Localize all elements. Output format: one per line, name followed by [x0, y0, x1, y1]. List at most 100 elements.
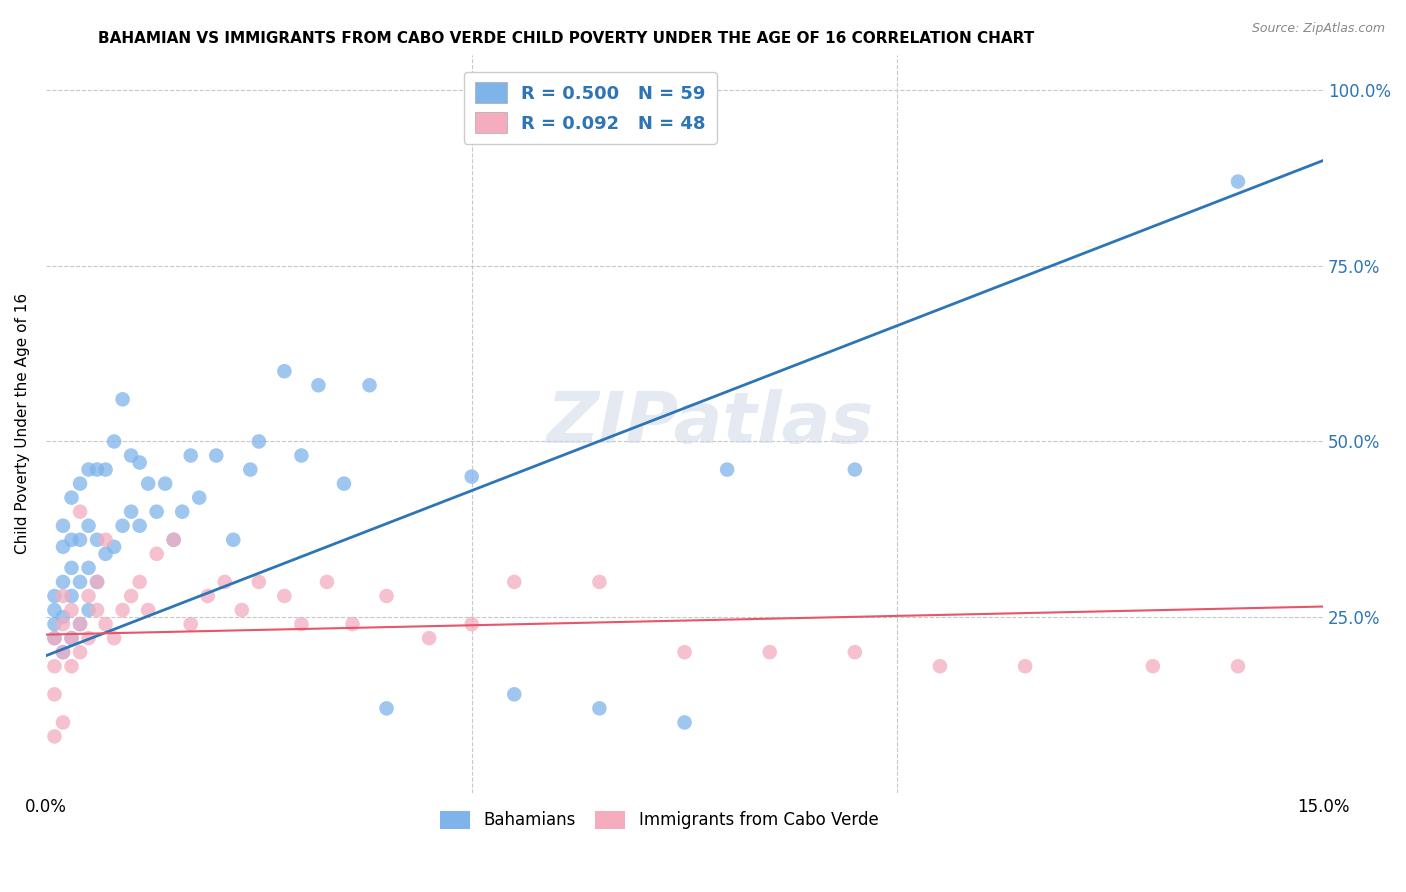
Point — [77, 518, 100, 533]
Text: BAHAMIAN VS IMMIGRANTS FROM CABO VERDE CHILD POVERTY UNDER THE AGE OF 16 CORRELA: BAHAMIAN VS IMMIGRANTS FROM CABO VERDE C… — [98, 31, 1035, 46]
Point — [333, 476, 356, 491]
Point — [111, 518, 134, 533]
Point — [673, 645, 696, 659]
Point — [716, 462, 738, 476]
Point — [1142, 659, 1164, 673]
Point — [60, 603, 83, 617]
Point — [673, 715, 696, 730]
Point — [77, 603, 100, 617]
Point — [60, 491, 83, 505]
Point — [1227, 659, 1250, 673]
Point — [418, 631, 440, 645]
Point — [247, 434, 270, 449]
Point — [375, 589, 398, 603]
Point — [44, 659, 66, 673]
Point — [69, 617, 91, 632]
Point — [69, 617, 91, 632]
Point — [929, 659, 952, 673]
Point — [60, 631, 83, 645]
Point — [239, 462, 262, 476]
Point — [290, 449, 312, 463]
Point — [307, 378, 329, 392]
Point — [60, 659, 83, 673]
Point — [153, 476, 176, 491]
Point — [52, 715, 75, 730]
Y-axis label: Child Poverty Under the Age of 16: Child Poverty Under the Age of 16 — [15, 293, 30, 555]
Point — [163, 533, 186, 547]
Point — [1227, 175, 1250, 189]
Point — [86, 574, 108, 589]
Point — [52, 574, 75, 589]
Point — [111, 392, 134, 407]
Point — [103, 434, 125, 449]
Point — [69, 476, 91, 491]
Text: Source: ZipAtlas.com: Source: ZipAtlas.com — [1251, 22, 1385, 36]
Point — [163, 533, 186, 547]
Point — [44, 603, 66, 617]
Point — [52, 589, 75, 603]
Point — [758, 645, 780, 659]
Point — [342, 617, 364, 632]
Point — [94, 617, 117, 632]
Point — [44, 617, 66, 632]
Point — [52, 617, 75, 632]
Point — [844, 645, 866, 659]
Point — [120, 505, 142, 519]
Point — [86, 462, 108, 476]
Point — [77, 589, 100, 603]
Point — [52, 645, 75, 659]
Point — [69, 505, 91, 519]
Point — [460, 469, 482, 483]
Point — [44, 687, 66, 701]
Point — [172, 505, 194, 519]
Point — [86, 603, 108, 617]
Point — [460, 617, 482, 632]
Point — [222, 533, 245, 547]
Point — [503, 687, 526, 701]
Point — [52, 540, 75, 554]
Point — [180, 617, 202, 632]
Point — [103, 540, 125, 554]
Point — [69, 574, 91, 589]
Point — [86, 574, 108, 589]
Point — [69, 645, 91, 659]
Point — [103, 631, 125, 645]
Point — [844, 462, 866, 476]
Point — [69, 533, 91, 547]
Point — [44, 730, 66, 744]
Point — [128, 518, 150, 533]
Point — [94, 533, 117, 547]
Point — [120, 449, 142, 463]
Point — [120, 589, 142, 603]
Point — [77, 462, 100, 476]
Point — [1014, 659, 1036, 673]
Point — [503, 574, 526, 589]
Point — [247, 574, 270, 589]
Point — [359, 378, 381, 392]
Point — [60, 561, 83, 575]
Point — [273, 589, 295, 603]
Point — [60, 589, 83, 603]
Point — [60, 631, 83, 645]
Point — [60, 533, 83, 547]
Point — [52, 610, 75, 624]
Point — [128, 574, 150, 589]
Point — [145, 547, 167, 561]
Point — [136, 603, 159, 617]
Point — [205, 449, 228, 463]
Point — [94, 462, 117, 476]
Point — [44, 631, 66, 645]
Point — [136, 476, 159, 491]
Point — [231, 603, 253, 617]
Point — [375, 701, 398, 715]
Point — [588, 574, 610, 589]
Point — [316, 574, 339, 589]
Point — [86, 533, 108, 547]
Point — [94, 547, 117, 561]
Point — [180, 449, 202, 463]
Legend: Bahamians, Immigrants from Cabo Verde: Bahamians, Immigrants from Cabo Verde — [433, 804, 884, 836]
Point — [111, 603, 134, 617]
Point — [588, 701, 610, 715]
Point — [77, 631, 100, 645]
Point — [52, 645, 75, 659]
